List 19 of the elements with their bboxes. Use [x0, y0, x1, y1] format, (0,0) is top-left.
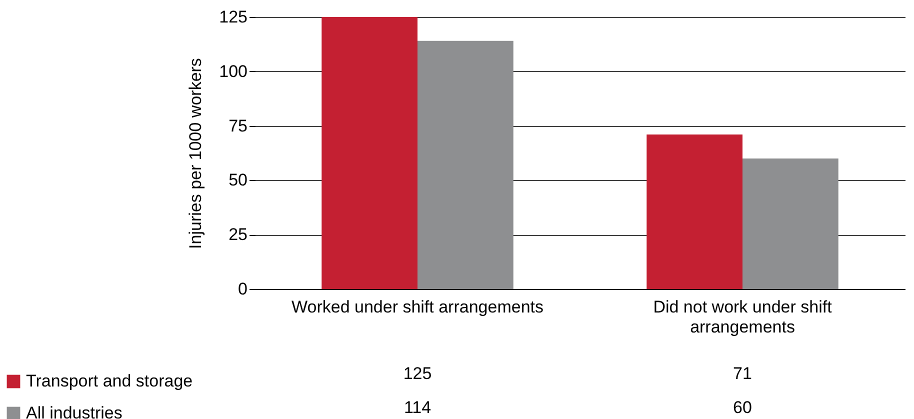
- y-tick-label: 0: [238, 280, 248, 298]
- y-tick-label: 75: [228, 116, 248, 136]
- y-axis-title: Injuries per 1000 workers: [186, 58, 206, 249]
- data-label: 71: [733, 364, 752, 383]
- data-label: 125: [403, 364, 432, 383]
- y-tick-label: 25: [228, 225, 248, 244]
- legend-label: Transport and storage: [26, 372, 193, 390]
- y-tick-label: 125: [219, 8, 248, 26]
- bar: [322, 17, 418, 289]
- bar: [742, 158, 838, 289]
- legend-label: All industries: [26, 404, 122, 419]
- y-tick-label: 100: [219, 62, 248, 81]
- x-tick-label: Did not work under shift arrangements: [653, 298, 832, 336]
- data-label: 114: [404, 398, 432, 417]
- data-label: 60: [733, 398, 752, 417]
- bar: [418, 40, 514, 289]
- x-tick-label: Worked under shift arrangements: [292, 298, 544, 316]
- bar: [646, 134, 742, 289]
- y-tick-label: 50: [228, 170, 248, 190]
